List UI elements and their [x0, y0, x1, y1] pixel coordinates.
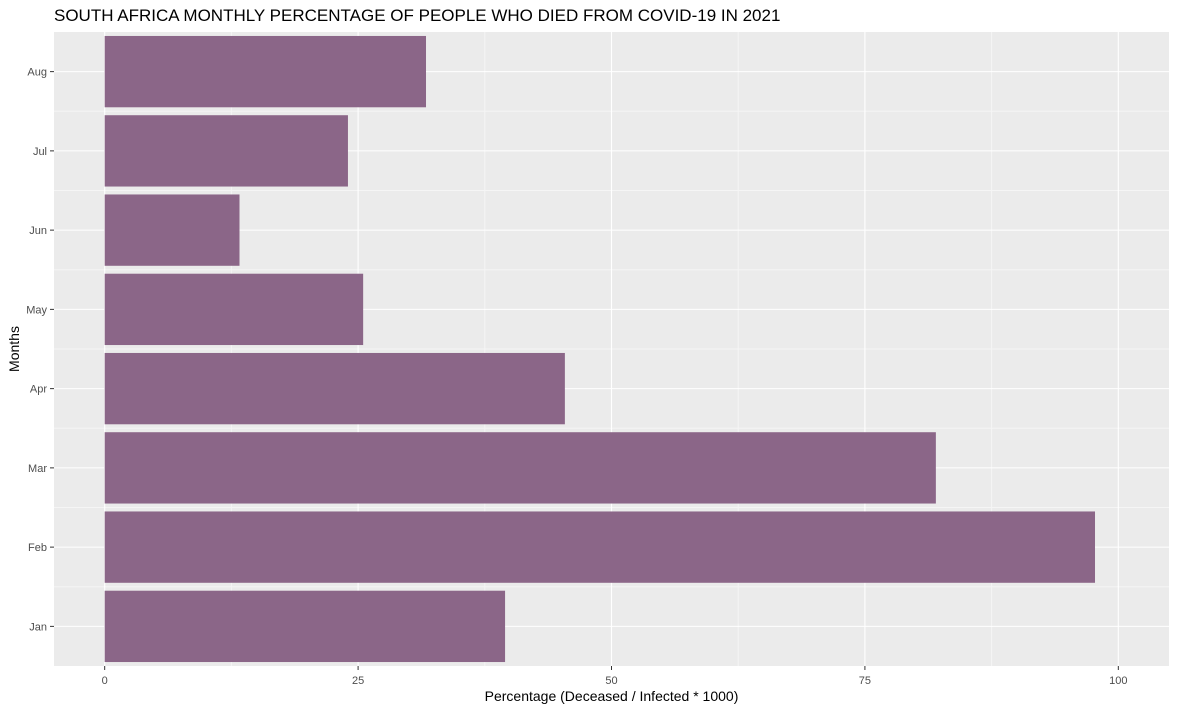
- y-tick-label: Jun: [29, 225, 47, 237]
- y-tick-label: Jul: [33, 146, 47, 158]
- bar-aug: [104, 35, 427, 108]
- bar-feb: [104, 511, 1096, 583]
- x-axis-title: Percentage (Deceased / Infected * 1000): [485, 688, 739, 704]
- y-tick-label: Jan: [29, 621, 47, 633]
- bar-apr: [104, 352, 565, 425]
- bar-may: [104, 273, 364, 346]
- x-tick-label: 50: [605, 675, 617, 687]
- bars: [104, 35, 1096, 663]
- x-tick-label: 0: [102, 675, 108, 687]
- bar-jul: [104, 115, 348, 187]
- y-axis: Jan Feb Mar Apr May Jun Jul Aug: [26, 67, 54, 633]
- x-tick-label: 100: [1109, 675, 1127, 687]
- y-tick-label: May: [26, 304, 47, 316]
- chart-title: SOUTH AFRICA MONTHLY PERCENTAGE OF PEOPL…: [54, 6, 781, 25]
- y-tick-label: Mar: [28, 463, 47, 475]
- y-tick-label: Feb: [28, 542, 47, 554]
- x-axis: 0 25 50 75 100: [102, 666, 1127, 687]
- y-tick-label: Apr: [30, 384, 47, 396]
- y-axis-title: Months: [6, 326, 22, 372]
- bar-jun: [104, 194, 240, 266]
- bar-mar: [104, 432, 936, 504]
- x-tick-label: 25: [352, 675, 364, 687]
- x-tick-label: 75: [859, 675, 871, 687]
- y-tick-label: Aug: [27, 67, 47, 79]
- bar-jan: [104, 590, 506, 663]
